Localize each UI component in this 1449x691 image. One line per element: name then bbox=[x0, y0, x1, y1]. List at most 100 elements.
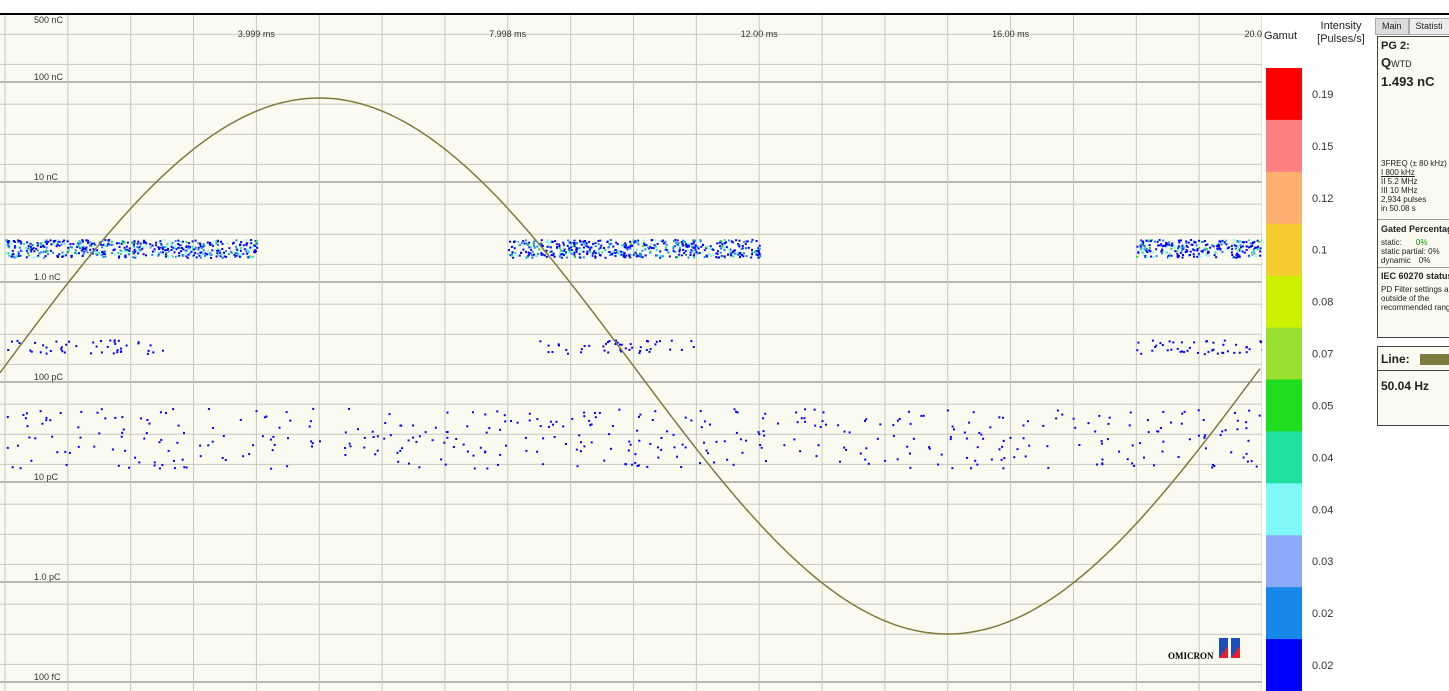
pulse-point bbox=[17, 241, 20, 244]
pulse-point bbox=[647, 246, 649, 249]
pulse-point bbox=[1149, 250, 1152, 253]
pulse-point bbox=[560, 249, 563, 252]
pulse-point bbox=[591, 254, 594, 257]
pulse-point bbox=[217, 240, 219, 243]
pulse-point bbox=[608, 340, 611, 343]
pulse-point bbox=[1204, 246, 1207, 249]
pulse-point bbox=[218, 249, 221, 252]
pulse-point bbox=[189, 252, 192, 255]
pulse-point bbox=[1203, 436, 1206, 439]
pulse-point bbox=[759, 255, 762, 258]
pulse-point bbox=[371, 430, 374, 433]
pulse-point bbox=[418, 435, 421, 438]
pulse-point bbox=[1128, 424, 1131, 427]
pulse-point bbox=[676, 455, 678, 458]
pulse-point bbox=[1189, 253, 1192, 256]
pulse-point bbox=[185, 241, 188, 244]
pulse-point bbox=[16, 339, 19, 342]
pulse-point bbox=[659, 340, 662, 343]
gamut-label: 0.02 bbox=[1312, 608, 1333, 620]
pulse-point bbox=[912, 437, 915, 440]
pulse-point bbox=[207, 408, 210, 410]
pulse-point bbox=[488, 427, 491, 430]
pulse-point bbox=[638, 415, 640, 418]
pulse-point bbox=[678, 253, 681, 256]
pulse-point bbox=[682, 239, 684, 242]
pulse-point bbox=[715, 440, 718, 443]
pulse-point bbox=[757, 256, 760, 259]
pulse-point bbox=[153, 461, 156, 464]
pulse-point bbox=[82, 246, 85, 249]
pulse-point bbox=[183, 466, 186, 469]
pulse-point bbox=[93, 445, 96, 448]
pulse-point bbox=[219, 255, 222, 258]
pulse-point bbox=[58, 240, 61, 243]
pulse-point bbox=[140, 417, 142, 420]
pulse-point bbox=[17, 252, 20, 255]
pulse-point bbox=[236, 250, 239, 253]
pulse-point bbox=[1227, 247, 1230, 250]
pulse-point bbox=[158, 241, 161, 244]
pulse-point bbox=[709, 245, 712, 248]
pulse-point bbox=[1055, 417, 1058, 420]
pulse-point bbox=[637, 464, 640, 467]
pulse-point bbox=[7, 240, 10, 242]
pulse-point bbox=[54, 239, 57, 242]
pulse-point bbox=[692, 250, 695, 253]
pulse-point bbox=[1192, 255, 1195, 258]
pulse-point bbox=[1146, 250, 1148, 253]
pulse-point bbox=[199, 444, 202, 447]
pulse-point bbox=[466, 450, 469, 453]
pulse-point bbox=[529, 246, 532, 249]
pulse-point bbox=[255, 250, 257, 253]
pulse-point bbox=[676, 256, 679, 258]
pulse-point bbox=[570, 249, 573, 251]
pulse-point bbox=[128, 247, 131, 250]
pulse-point bbox=[111, 448, 114, 451]
pulse-point bbox=[582, 256, 585, 259]
pulse-point bbox=[579, 450, 582, 453]
tab-statistics[interactable]: Statisti bbox=[1408, 18, 1449, 35]
pulse-point bbox=[143, 437, 146, 440]
pulse-point bbox=[630, 243, 633, 246]
pulse-point bbox=[19, 467, 22, 470]
pulse-point bbox=[51, 242, 54, 245]
pulse-point bbox=[102, 251, 105, 254]
pulse-point bbox=[579, 240, 582, 243]
pulse-point bbox=[665, 244, 668, 246]
pulse-point bbox=[116, 351, 119, 354]
pulse-point bbox=[177, 424, 180, 427]
pulse-point bbox=[509, 240, 512, 243]
pulse-point bbox=[239, 249, 242, 252]
pulse-point bbox=[1245, 346, 1248, 349]
pulse-point bbox=[575, 250, 578, 253]
tab-main[interactable]: Main bbox=[1375, 18, 1409, 35]
pulse-point bbox=[1204, 244, 1207, 247]
pulse-point bbox=[209, 241, 211, 244]
pulse-point bbox=[88, 241, 91, 244]
pulse-point bbox=[609, 239, 612, 242]
pulse-point bbox=[200, 247, 203, 249]
gamut-segment bbox=[1266, 639, 1302, 691]
pulse-point bbox=[646, 465, 649, 468]
pulse-point bbox=[255, 240, 258, 243]
pulse-point bbox=[109, 243, 112, 246]
pulse-point bbox=[568, 247, 571, 250]
pulse-point bbox=[1145, 247, 1148, 250]
pulse-point bbox=[1176, 347, 1179, 350]
pulse-point bbox=[629, 256, 632, 259]
pulse-point bbox=[120, 347, 122, 350]
pulse-point bbox=[496, 410, 499, 413]
pulse-point bbox=[747, 246, 750, 249]
pulse-point bbox=[415, 440, 418, 443]
pulse-point bbox=[949, 438, 952, 441]
pulse-point bbox=[680, 254, 683, 257]
pulse-point bbox=[1221, 430, 1224, 433]
pulse-point bbox=[344, 431, 347, 434]
pulse-point bbox=[194, 246, 197, 249]
pulse-point bbox=[1129, 411, 1132, 414]
pulse-point bbox=[1198, 246, 1201, 249]
pulse-point bbox=[587, 246, 590, 249]
pulse-point bbox=[132, 242, 135, 245]
